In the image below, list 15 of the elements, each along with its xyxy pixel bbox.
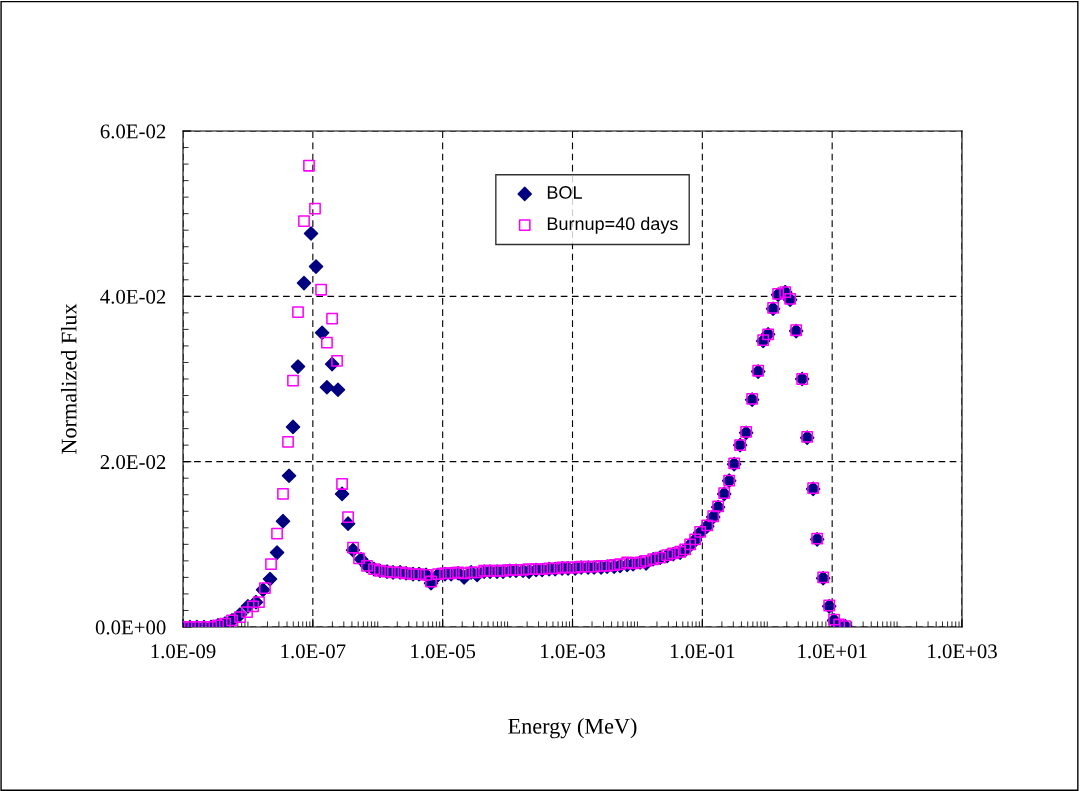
x-tick-label: 1.0E-05 [411,644,476,659]
y-tick-label: 0.0E+00 [95,620,166,635]
y-tick-label: 4.0E-02 [100,289,166,304]
x-tick-label: 1.0E-03 [541,644,605,659]
x-tick-label: 1.0E-07 [281,644,346,659]
legend-label: BOL [547,186,582,199]
y-axis-title: Normalized Flux [60,303,77,454]
y-tick-label: 6.0E-02 [100,124,166,139]
x-tick-label: 1.0E-01 [670,644,735,659]
legend-label: Burnup=40 days [547,216,678,234]
x-tick-label: 1.0E+01 [798,644,867,659]
x-tick-label: 1.0E-09 [151,644,216,659]
x-tick-label: 1.0E+03 [928,644,997,659]
x-axis-title: Energy (MeV) [508,718,637,739]
y-tick-label: 2.0E-02 [100,455,166,470]
